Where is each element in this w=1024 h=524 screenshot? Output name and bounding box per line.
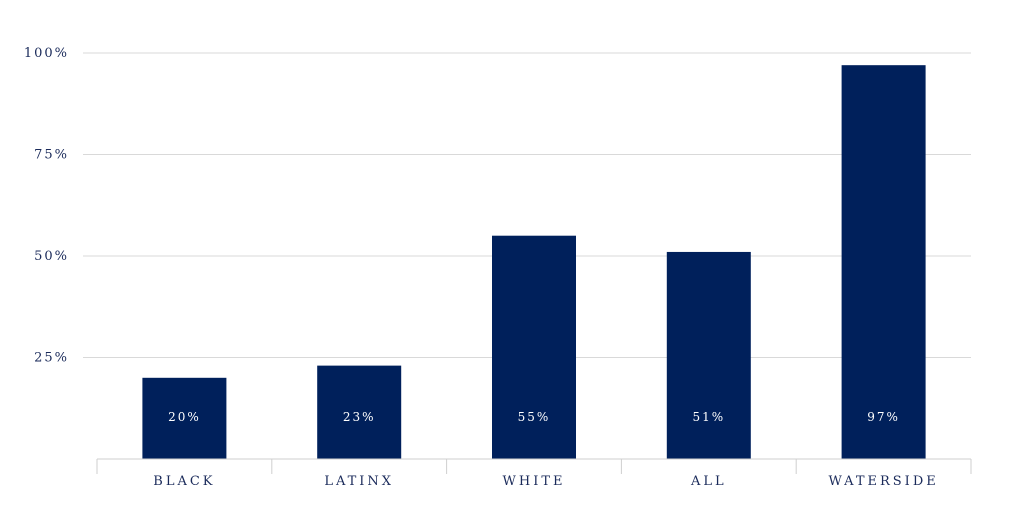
category-label-black: BLACK [153, 474, 215, 489]
y-tick-label: 75% [34, 148, 69, 163]
y-tick-label: 25% [34, 351, 69, 366]
data-label-white: 55% [518, 410, 551, 424]
bar-black [142, 377, 227, 459]
bar-all [666, 251, 751, 459]
data-label-latinx: 23% [343, 410, 376, 424]
category-label-waterside: WATERSIDE [828, 474, 938, 489]
y-tick-label: 50% [34, 249, 69, 264]
bars: 20% 23% 55% 51% 97% [142, 65, 926, 460]
data-label-black: 20% [168, 410, 201, 424]
category-label-white: WHITE [503, 474, 566, 489]
data-label-all: 51% [692, 410, 725, 424]
bar-latinx [317, 365, 402, 459]
data-label-waterside: 97% [867, 410, 900, 424]
y-axis-ticks: 25% 50% 75% 100% [24, 46, 69, 366]
category-label-latinx: LATINX [324, 474, 394, 489]
x-axis: BLACK LATINX WHITE ALL WATERSIDE [96, 458, 972, 489]
bar-waterside [841, 65, 926, 460]
y-tick-label: 100% [24, 46, 69, 61]
bar-white [492, 235, 576, 459]
category-label-all: ALL [690, 474, 727, 489]
